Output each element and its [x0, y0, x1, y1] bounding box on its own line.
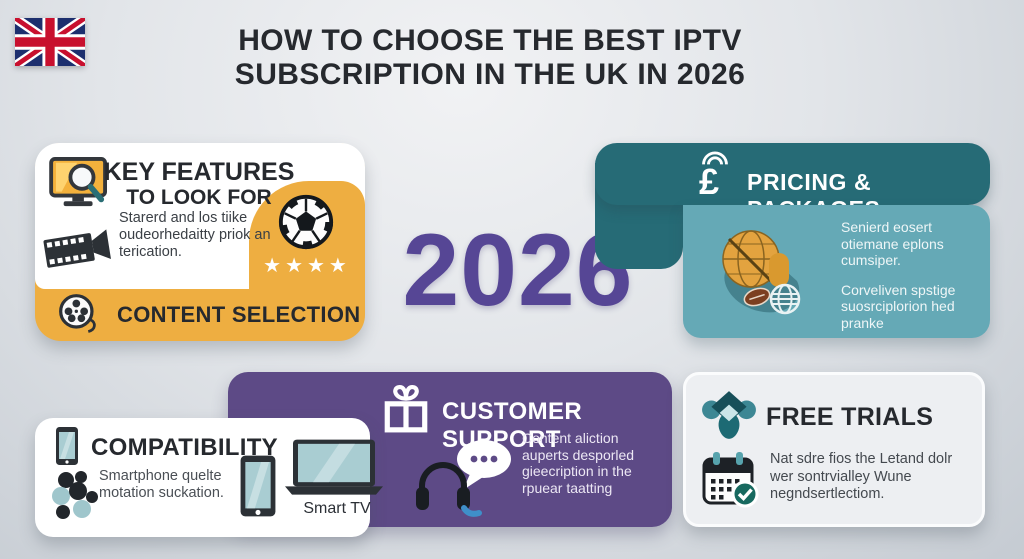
compatibility-card: COMPATIBILITY Smartphone quelte motation…: [35, 418, 383, 537]
gift-icon: [380, 382, 432, 434]
free-trials-body: Nat sdre fios the Letand dolr wer sontrv…: [770, 451, 953, 502]
film-reel-icon: [57, 292, 103, 338]
soccer-ball-icon: [277, 193, 335, 251]
compatibility-body: Smartphone quelte motation suckation.: [99, 468, 224, 501]
film-strip-icon: [41, 219, 115, 279]
smart-tv-label: Smart TV: [303, 500, 371, 517]
tablet-icon: [239, 454, 277, 518]
pricing-body-para1: Senierd eosert otiemane eplons cumsiper.: [841, 219, 944, 268]
page-title-line2: SUBSCRIPTION IN THE UK IN 2026: [234, 58, 746, 91]
free-trials-emblem-icon: [700, 389, 758, 441]
key-features-title-line2: TO LOOK FOR: [126, 186, 272, 209]
year-2026: 2026: [402, 213, 634, 327]
pricing-section: £ PRICING & PACKAGES: [595, 143, 990, 338]
key-features-card: ★★★★ KEY FEATURES TO LOOK FOR: [35, 143, 365, 341]
rating-stars: ★★★★: [263, 255, 351, 277]
content-selection-strip: CONTENT SELECTION: [35, 289, 365, 341]
free-trials-title: FREE TRIALS: [766, 403, 934, 431]
pricing-body: Senierd eosert otiemane eplons cumsiper.…: [841, 219, 979, 331]
laptop-icon: [281, 438, 387, 498]
key-features-title: KEY FEATURES TO LOOK FOR: [101, 159, 297, 210]
pricing-body-panel: Senierd eosert otiemane eplons cumsiper.…: [683, 205, 990, 338]
content-selection-label: CONTENT SELECTION: [117, 302, 361, 327]
free-trials-card: FREE TRIALS Nat sdre fios the Letand dol…: [683, 372, 985, 527]
uk-flag-icon: [12, 14, 88, 70]
page-title: HOW TO CHOOSE THE BEST IPTV SUBSCRIPTION…: [170, 24, 810, 92]
pricing-header-band: £ PRICING & PACKAGES: [595, 143, 990, 222]
key-features-yellow-wedge: ★★★★: [249, 181, 365, 289]
key-features-body: Starerd and los tiike oudeorhedaitty pri…: [119, 210, 271, 260]
device-cluster-icon: [49, 468, 101, 524]
monitor-search-icon: [49, 157, 113, 209]
globe-sports-illustration: [709, 223, 809, 323]
page-title-line1: HOW TO CHOOSE THE BEST IPTV: [238, 24, 742, 57]
pricing-body-para2: Corveliven spstige suosrciplorion hed pr…: [841, 281, 956, 331]
key-features-title-line1: KEY FEATURES: [103, 158, 295, 186]
signal-waves-icon: [693, 148, 737, 166]
smartphone-icon: [55, 426, 79, 466]
customer-support-body: Content aliction auperts desporled gieec…: [522, 430, 635, 496]
pound-sign-icon: £: [699, 161, 720, 202]
calendar-check-icon: [700, 449, 762, 511]
headset-chat-icon: [404, 432, 526, 518]
